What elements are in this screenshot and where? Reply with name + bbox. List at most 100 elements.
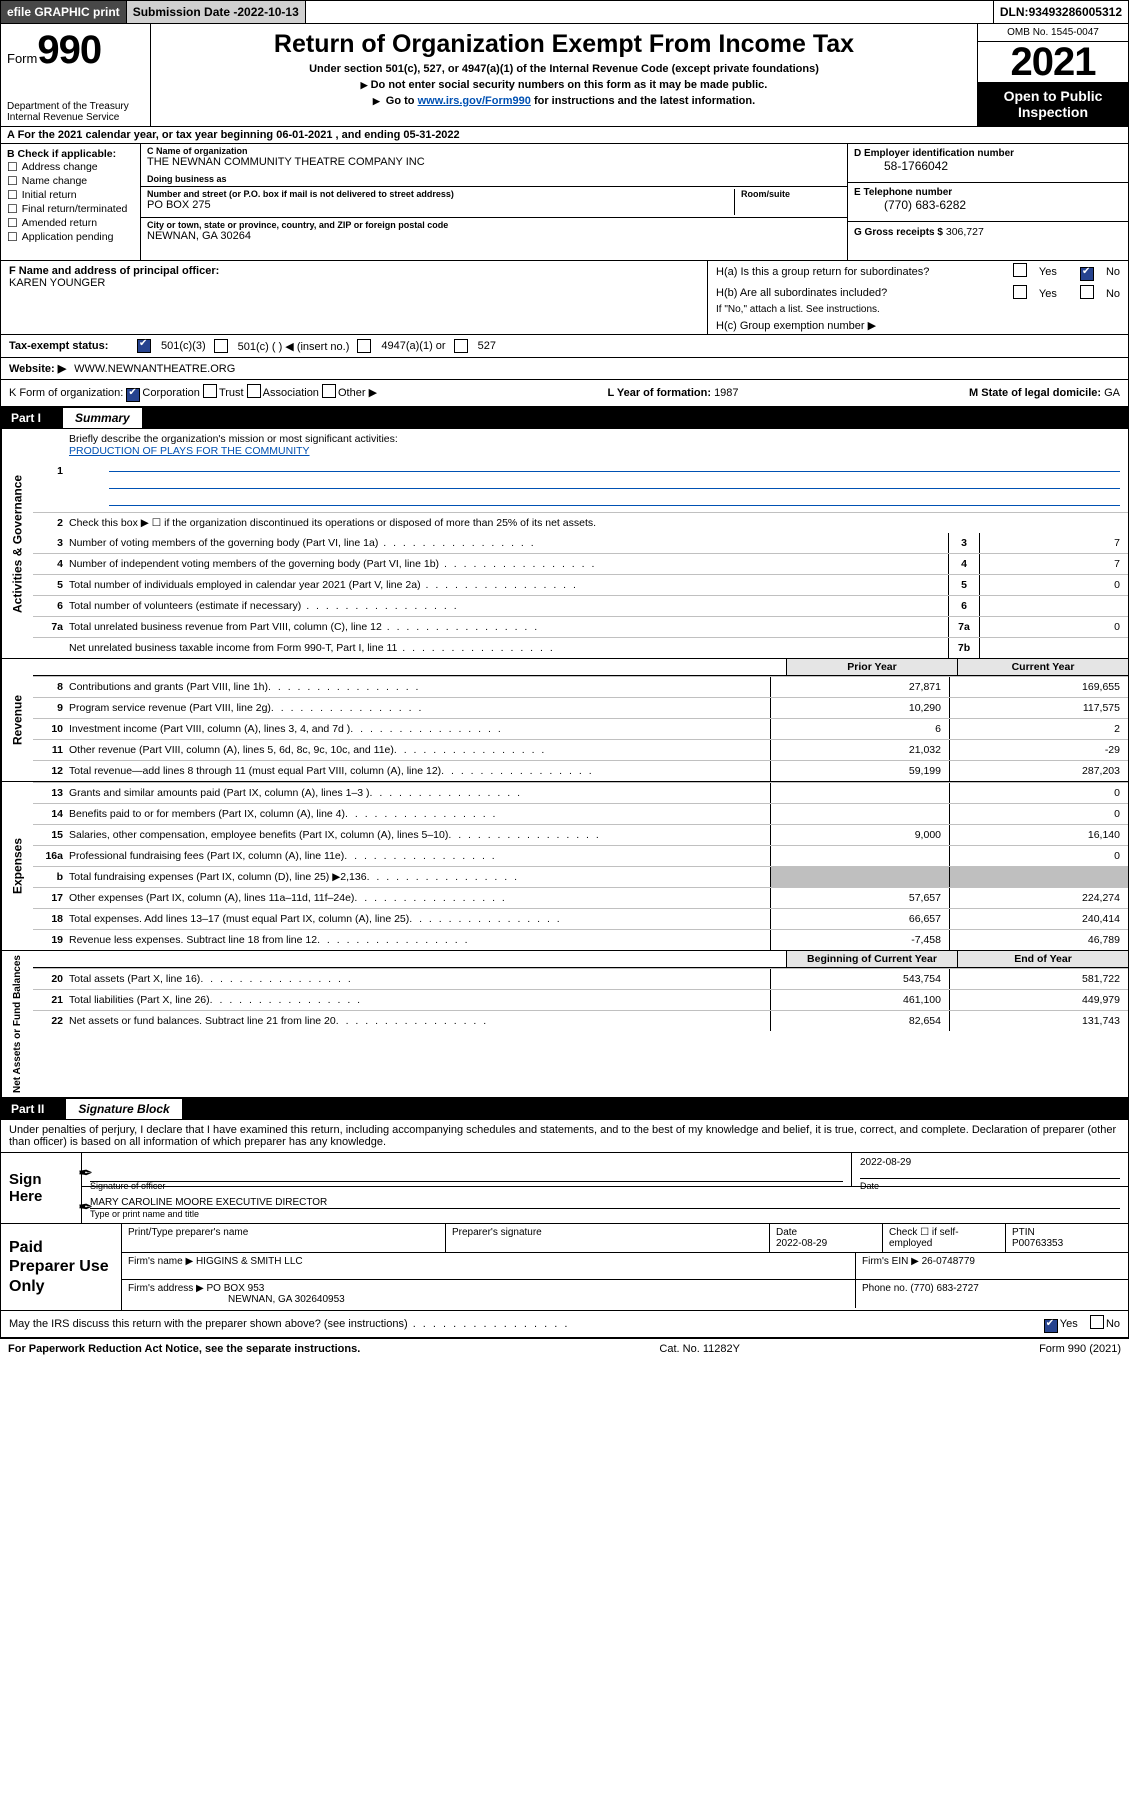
group-return: H(a) Is this a group return for subordin… [708, 261, 1128, 334]
ha-no[interactable] [1080, 267, 1094, 281]
header-left: Form 990 Department of the Treasury Inte… [1, 24, 151, 126]
firm-label: Firm's name ▶ [128, 1256, 193, 1267]
chk-corp[interactable] [126, 388, 140, 402]
sign-date: 2022-08-29 Date [851, 1153, 1128, 1186]
may-irs-discuss: May the IRS discuss this return with the… [0, 1311, 1129, 1338]
side-expenses: Expenses [1, 782, 33, 950]
topbar: efile GRAPHIC print Submission Date - 20… [0, 0, 1129, 24]
i-o1: 501(c)(3) [161, 340, 206, 352]
chk-501c[interactable] [214, 339, 228, 353]
prep-ptin: PTIN P00763353 [1006, 1224, 1128, 1252]
blank-line-3 [109, 491, 1120, 506]
l-block: L Year of formation: 1987 [608, 387, 739, 399]
fin-row-22: 22Net assets or fund balances. Subtract … [33, 1010, 1128, 1031]
blank-line-1 [109, 457, 1120, 472]
dln-label: DLN: [1000, 5, 1029, 19]
k-o2: Trust [219, 387, 244, 399]
k-o4: Other ▶ [338, 387, 377, 399]
summary-row-5: 5Total number of individuals employed in… [33, 574, 1128, 595]
fin-row-17: 17Other expenses (Part IX, column (A), l… [33, 887, 1128, 908]
header-right: OMB No. 1545-0047 2021 Open to Public In… [978, 24, 1128, 126]
summary-row-4: 4Number of independent voting members of… [33, 553, 1128, 574]
firm-phone: Phone no. (770) 683-2727 [856, 1280, 1128, 1308]
form-num: 990 [37, 28, 101, 73]
side-activities: Activities & Governance [1, 429, 33, 658]
section-net-assets: Net Assets or Fund Balances Beginning of… [0, 951, 1129, 1098]
j-value: WWW.NEWNANTHEATRE.ORG [74, 363, 235, 375]
fin-row-10: 10Investment income (Part VIII, column (… [33, 718, 1128, 739]
summary-row-7a: 7aTotal unrelated business revenue from … [33, 616, 1128, 637]
principal-officer: F Name and address of principal officer:… [1, 261, 708, 334]
part-ii-title: Signature Block [66, 1099, 181, 1119]
hb-no[interactable] [1080, 285, 1094, 299]
head-prior: Prior Year [786, 659, 957, 675]
phone-val: (770) 683-2727 [910, 1283, 978, 1294]
firm-name: Firm's name ▶ HIGGINS & SMITH LLC [122, 1253, 856, 1279]
l-value: 1987 [714, 387, 738, 399]
column-b-checkboxes: B Check if applicable: Address change Na… [1, 144, 141, 260]
dba-label: Doing business as [147, 174, 841, 184]
chk-trust[interactable] [203, 384, 217, 398]
prep-h4[interactable]: Check ☐ if self-employed [883, 1224, 1006, 1252]
blank-line-2 [109, 474, 1120, 489]
street-label: Number and street (or P.O. box if mail i… [147, 189, 734, 199]
chk-name-change[interactable]: Name change [7, 174, 134, 188]
part-ii-bar: Part II Signature Block [0, 1098, 1129, 1120]
department: Department of the Treasury Internal Reve… [7, 101, 144, 123]
hb-label: H(b) Are all subordinates included? [716, 287, 887, 299]
hb-note: If "No," attach a list. See instructions… [708, 302, 1128, 317]
ein: 58-1766042 [854, 159, 1122, 173]
k-block: K Form of organization: Corporation Trus… [9, 384, 377, 402]
chk-527[interactable] [454, 339, 468, 353]
mayirs-yes[interactable] [1044, 1319, 1058, 1333]
mission-text[interactable]: PRODUCTION OF PLAYS FOR THE COMMUNITY [69, 445, 310, 457]
summary-row-6: 6Total number of volunteers (estimate if… [33, 595, 1128, 616]
prep-h5: PTIN [1012, 1227, 1122, 1238]
dln-value: 93493286005312 [1029, 5, 1122, 19]
chk-address-change[interactable]: Address change [7, 160, 134, 174]
firm-ein-label: Firm's EIN ▶ [862, 1256, 919, 1267]
firm-ein-val: 26-0748779 [922, 1256, 975, 1267]
org-name: THE NEWNAN COMMUNITY THEATRE COMPANY INC [147, 156, 841, 168]
sub3-post: for instructions and the latest informat… [534, 95, 755, 107]
part-ii-num: Part II [1, 1099, 54, 1119]
efile-print-btn[interactable]: efile GRAPHIC print [1, 1, 127, 23]
prep-date-val: 2022-08-29 [776, 1238, 876, 1249]
chk-initial-return[interactable]: Initial return [7, 188, 134, 202]
org-name-label: C Name of organization [147, 146, 841, 156]
f-value: KAREN YOUNGER [9, 277, 105, 289]
ein-label: D Employer identification number [854, 148, 1122, 159]
hb-yes[interactable] [1013, 285, 1027, 299]
fin-row-16a: 16aProfessional fundraising fees (Part I… [33, 845, 1128, 866]
mayirs-no[interactable] [1090, 1315, 1104, 1329]
chk-other[interactable] [322, 384, 336, 398]
fin-row-14: 14Benefits paid to or for members (Part … [33, 803, 1128, 824]
tel: (770) 683-6282 [854, 198, 1122, 212]
ha-label: H(a) Is this a group return for subordin… [716, 266, 929, 278]
summary-row-7b: Net unrelated business taxable income fr… [33, 637, 1128, 658]
sumline-2: 2Check this box ▶ ☐ if the organization … [33, 512, 1128, 533]
form-word: Form [7, 51, 37, 66]
i-o2: 501(c) ( ) ◀ (insert no.) [238, 340, 350, 353]
form-header: Form 990 Department of the Treasury Inte… [0, 24, 1129, 127]
irs-link[interactable]: www.irs.gov/Form990 [418, 95, 531, 107]
chk-application-pending[interactable]: Application pending [7, 230, 134, 244]
ha-row: H(a) Is this a group return for subordin… [708, 261, 1128, 283]
prep-date: Date 2022-08-29 [770, 1224, 883, 1252]
chk-501c3[interactable] [137, 339, 151, 353]
part-i-num: Part I [1, 408, 51, 428]
chk-assoc[interactable] [247, 384, 261, 398]
revenue-head: Prior Year Current Year [33, 659, 1128, 676]
chk-final-return[interactable]: Final return/terminated [7, 202, 134, 216]
k-o3: Association [263, 387, 319, 399]
footer-right: Form 990 (2021) [1039, 1343, 1121, 1355]
expenses-body: 13Grants and similar amounts paid (Part … [33, 782, 1128, 950]
chk-4947[interactable] [357, 339, 371, 353]
mayirs-yes-lbl: Yes [1060, 1318, 1078, 1330]
prep-h1: Print/Type preparer's name [122, 1224, 446, 1252]
fin-row-13: 13Grants and similar amounts paid (Part … [33, 782, 1128, 803]
chk-amended-return[interactable]: Amended return [7, 216, 134, 230]
org-name-cell: C Name of organization THE NEWNAN COMMUN… [141, 144, 847, 187]
prep-ptin-val: P00763353 [1012, 1238, 1122, 1249]
ha-yes[interactable] [1013, 263, 1027, 277]
